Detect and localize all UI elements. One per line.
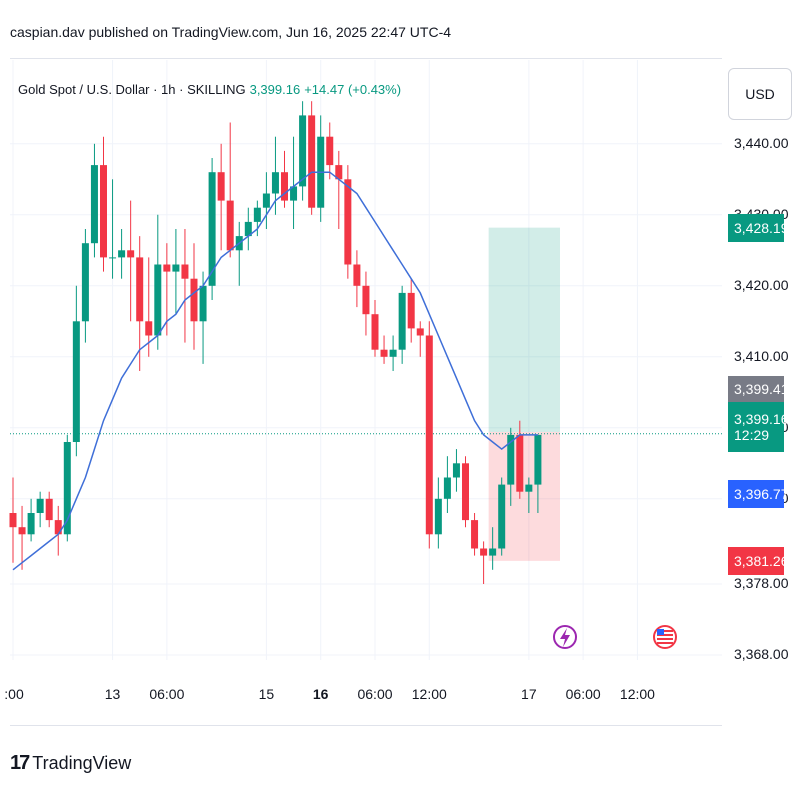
y-tick-label: 3,378.00 (734, 575, 789, 591)
candle-body (262, 193, 270, 208)
candle-body (217, 172, 225, 201)
price-tag: 3,396.77 (728, 480, 789, 508)
flag-stripe (657, 638, 673, 640)
x-tick-label: 06:00 (357, 686, 393, 702)
candle-body (471, 520, 479, 549)
candle-body (516, 434, 524, 492)
candle-body (136, 257, 144, 322)
candle-body (434, 498, 442, 535)
flag-stripe (657, 634, 673, 636)
candle-body (244, 221, 252, 237)
symbol-legend: Gold Spot / U.S. Dollar · 1h · SKILLING 3… (18, 82, 401, 97)
candle-body (398, 292, 406, 350)
candle-body (443, 477, 451, 499)
candle-body (534, 434, 542, 485)
candle-body (36, 498, 44, 513)
candle-body (27, 513, 35, 535)
x-tick-label: 06:00 (565, 686, 601, 702)
candle-body (416, 328, 424, 336)
candle-body (81, 243, 89, 322)
moving-average-line (12, 171, 538, 571)
x-tick-label: 12:00 (411, 686, 447, 702)
x-tick-label: 15 (258, 686, 275, 702)
candle-body (45, 498, 53, 521)
candle-body (498, 484, 506, 549)
candle-body (407, 292, 415, 329)
candle-body (145, 321, 153, 336)
candle-body (389, 349, 397, 357)
candle-body (72, 321, 80, 442)
price-tag: 3,428.19 (728, 213, 789, 242)
candle-body (127, 250, 135, 258)
x-tick-label: 06:00 (149, 686, 185, 702)
candle-body (154, 264, 162, 336)
candle-body (90, 165, 98, 244)
candle-body (118, 250, 126, 258)
y-tick-label: 3,420.00 (734, 276, 789, 293)
candle-body (335, 165, 343, 180)
candle-body (344, 179, 352, 265)
price-tag: 3,399.16 12:29 (728, 402, 789, 452)
candle-body (299, 115, 307, 187)
candle-body (371, 314, 379, 350)
candle-body (452, 463, 460, 478)
candle-body (163, 264, 171, 272)
currency-button[interactable]: USD (728, 68, 792, 120)
candle-body (172, 264, 180, 272)
lightning-bolt (560, 628, 570, 647)
candle-body (362, 285, 370, 315)
x-tick-label: 16 (312, 686, 329, 702)
candle-body (507, 434, 515, 485)
flag-stripe (657, 642, 673, 644)
candle-body (109, 257, 117, 259)
x-tick-label: :00 (4, 686, 24, 702)
candle-body (253, 207, 261, 222)
x-tick-label: 17 (521, 686, 537, 702)
symbol-price: 3,399.16 (249, 82, 301, 97)
candle-body (271, 172, 279, 194)
price-tag: 3,381.26 (728, 546, 789, 575)
candle-body (281, 172, 288, 201)
candle-body (425, 335, 433, 535)
candle-body (199, 285, 207, 322)
candle-body (489, 548, 497, 556)
candle-body (226, 200, 234, 251)
x-tick-label: 12:00 (619, 686, 655, 702)
candle-body (326, 136, 334, 166)
candle-body (308, 115, 316, 208)
y-tick-label: 3,440.00 (734, 134, 789, 151)
symbol-change: +14.47 (+0.43%) (304, 82, 402, 97)
chart-frame (10, 58, 722, 726)
candle-body (54, 520, 62, 535)
candle-body (480, 548, 488, 556)
symbol-name: Gold Spot / U.S. Dollar · 1h · SKILLING (18, 82, 246, 97)
profit-zone (488, 227, 560, 432)
tradingview-wordmark: TradingView (32, 753, 132, 773)
candle-body (353, 264, 361, 286)
candle-body (290, 186, 298, 201)
candle-body (181, 264, 189, 279)
candle-body (63, 442, 71, 535)
candle-body (190, 278, 198, 322)
y-tick-label: 3,410.00 (734, 347, 789, 364)
candle-body (525, 484, 533, 492)
x-tick-label: 13 (104, 686, 121, 702)
tradingview-logo-icon: 17 (10, 752, 30, 774)
candle-body (208, 172, 216, 286)
bar-countdown: 12:29 (734, 427, 770, 443)
flag-canton (657, 629, 664, 635)
candle-body (380, 349, 388, 357)
y-tick-label: 3,368.00 (734, 646, 789, 662)
candle-body (100, 165, 107, 258)
publish-header: caspian.dav published on TradingView.com… (10, 24, 452, 40)
price-tag: 3,399.41 (728, 376, 789, 402)
flag-stripe (657, 630, 673, 632)
candle-body (9, 513, 17, 528)
price-tag-value: 3,399.16 (734, 411, 789, 427)
candle-body (18, 527, 26, 535)
candle-body (462, 463, 469, 521)
tradingview-logo[interactable]: 17 TradingView (10, 752, 131, 775)
